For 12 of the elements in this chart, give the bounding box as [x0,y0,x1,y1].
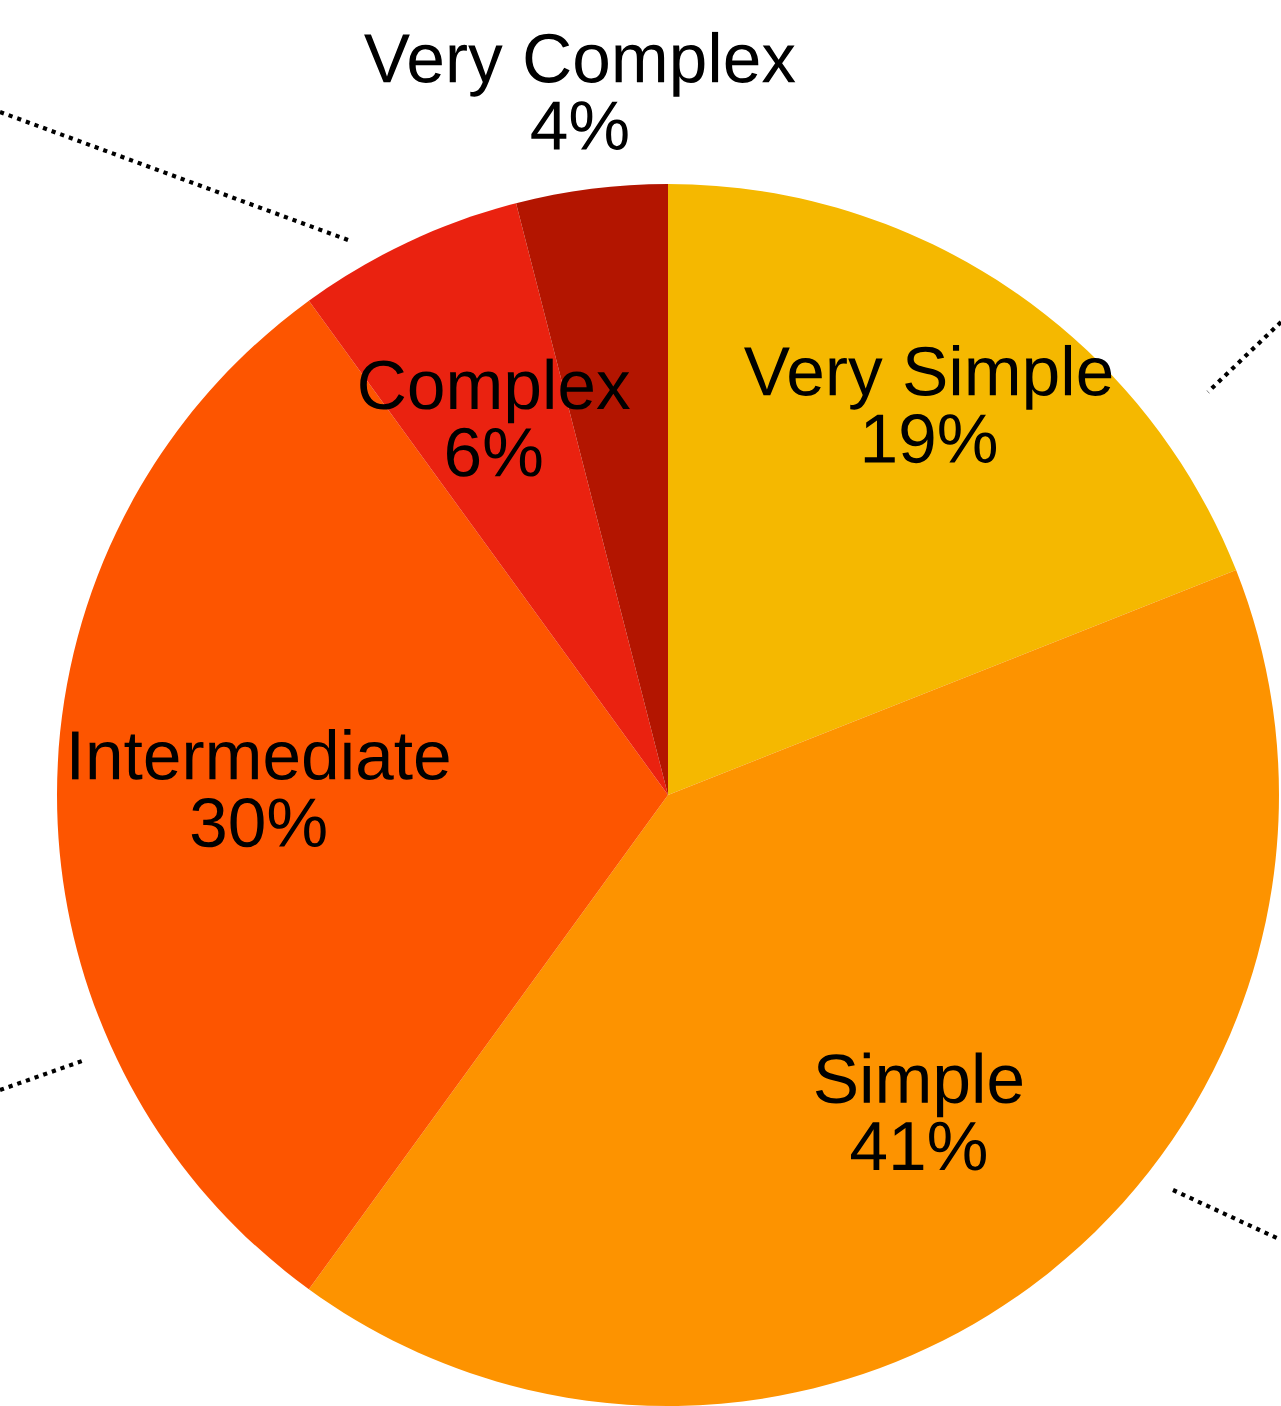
data-label: 41% [851,1121,986,1171]
slice-label: Very Simple [744,344,1112,410]
data-label: 19% [864,414,997,464]
slice-label: Complex [360,358,630,424]
data-label: 4% [531,101,628,150]
pie-slice [668,184,1237,795]
data-label: 30% [191,798,326,848]
pie-slice [57,300,668,1290]
data-label: 6% [447,427,542,477]
slice-label: Very Complex [364,31,796,97]
slice-label: Intermediate [72,729,449,781]
slice-label: Simple [815,1052,1022,1118]
